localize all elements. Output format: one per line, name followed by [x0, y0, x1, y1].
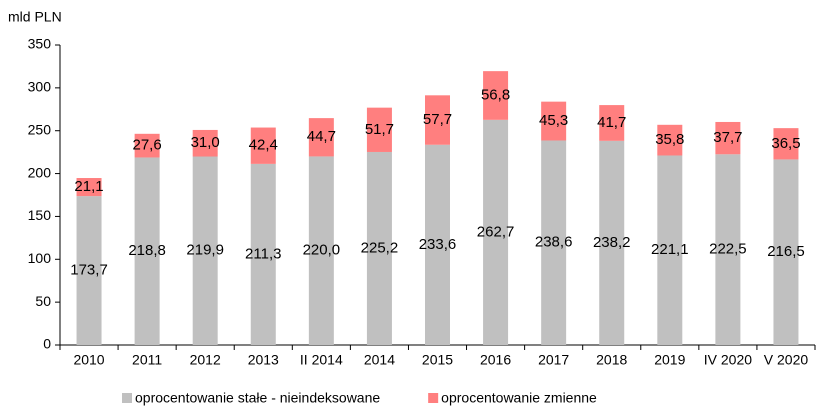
value-label: 211,3	[245, 245, 281, 262]
x-tick-label: 2010	[73, 352, 104, 368]
bar-segment	[250, 127, 276, 164]
value-label: 262,7	[477, 223, 515, 240]
legend-label: oprocentowanie zmienne	[441, 390, 597, 406]
bar-segment	[192, 156, 218, 345]
bar-segment	[308, 118, 334, 157]
y-tick-label: 250	[28, 121, 52, 137]
value-label: 31,0	[191, 134, 220, 151]
y-tick-label: 200	[28, 164, 52, 180]
bar-segment	[483, 119, 509, 345]
bar-segment	[425, 95, 450, 145]
y-tick-label: 300	[28, 79, 52, 95]
value-label: 37,7	[713, 129, 742, 146]
value-label: 218,8	[128, 242, 166, 259]
x-tick-label: II 2014	[300, 352, 343, 368]
bar-segment	[134, 157, 160, 345]
value-label: 35,8	[655, 131, 684, 148]
bar-segment	[715, 121, 741, 155]
x-tick-label: V 2020	[764, 352, 809, 368]
value-label: 233,6	[419, 236, 457, 253]
value-label: 238,6	[535, 234, 573, 251]
bar-segment	[134, 133, 160, 158]
value-label: 238,2	[593, 234, 631, 251]
legend-label: oprocentowanie stałe - nieindeksowane	[135, 390, 380, 406]
bar-segment	[76, 178, 102, 197]
bar-segment	[541, 140, 567, 345]
bar-segment	[366, 107, 392, 152]
bar-segment	[541, 101, 567, 141]
bar-segment	[76, 196, 102, 345]
value-label: 221,1	[651, 241, 689, 258]
legend-swatch	[428, 393, 439, 403]
bar-segment	[773, 128, 799, 160]
legend-swatch	[122, 393, 132, 403]
bar-segment	[366, 151, 392, 345]
bar-segment	[599, 105, 625, 141]
bar-segment	[192, 129, 218, 157]
bar-segment	[483, 71, 509, 120]
value-label: 51,7	[365, 121, 394, 138]
bar-segment	[425, 144, 450, 345]
value-label: 44,7	[307, 128, 336, 145]
value-label: 225,2	[361, 239, 399, 256]
x-tick-label: 2011	[132, 352, 162, 368]
bar-segment	[308, 156, 334, 345]
x-tick-label: 2013	[248, 352, 279, 368]
value-label: 216,5	[767, 243, 805, 260]
y-tick-label: 100	[28, 250, 52, 266]
value-label: 41,7	[597, 114, 626, 131]
x-tick-label: 2016	[480, 352, 511, 368]
bar-segment	[657, 155, 683, 345]
x-tick-label: 2017	[538, 352, 569, 368]
value-label: 42,4	[249, 137, 278, 154]
y-tick-label: 350	[28, 36, 52, 52]
y-tick-label: 0	[43, 336, 51, 352]
value-label: 220,0	[303, 242, 341, 259]
bar-segment	[250, 163, 276, 345]
value-label: 21,1	[74, 178, 103, 195]
x-tick-label: 2019	[654, 352, 685, 368]
y-axis-label: mld PLN	[8, 9, 62, 25]
y-tick-label: 50	[35, 293, 51, 309]
x-tick-label: 2012	[190, 352, 221, 368]
x-tick-label: IV 2020	[704, 352, 752, 368]
x-tick-label: 2014	[364, 352, 395, 368]
bar-segment	[715, 154, 741, 345]
value-label: 45,3	[539, 112, 568, 129]
bar-segment	[657, 124, 683, 156]
value-label: 27,6	[133, 137, 162, 154]
value-label: 222,5	[709, 241, 747, 258]
value-label: 36,5	[771, 135, 800, 152]
y-tick-label: 150	[28, 207, 52, 223]
x-tick-label: 2018	[596, 352, 627, 368]
bar-segment	[773, 159, 799, 345]
value-label: 173,7	[70, 262, 108, 279]
x-tick-label: 2015	[422, 352, 453, 368]
value-label: 56,8	[481, 86, 510, 103]
value-label: 57,7	[423, 111, 452, 128]
value-label: 219,9	[186, 242, 224, 259]
bar-segment	[599, 140, 625, 345]
